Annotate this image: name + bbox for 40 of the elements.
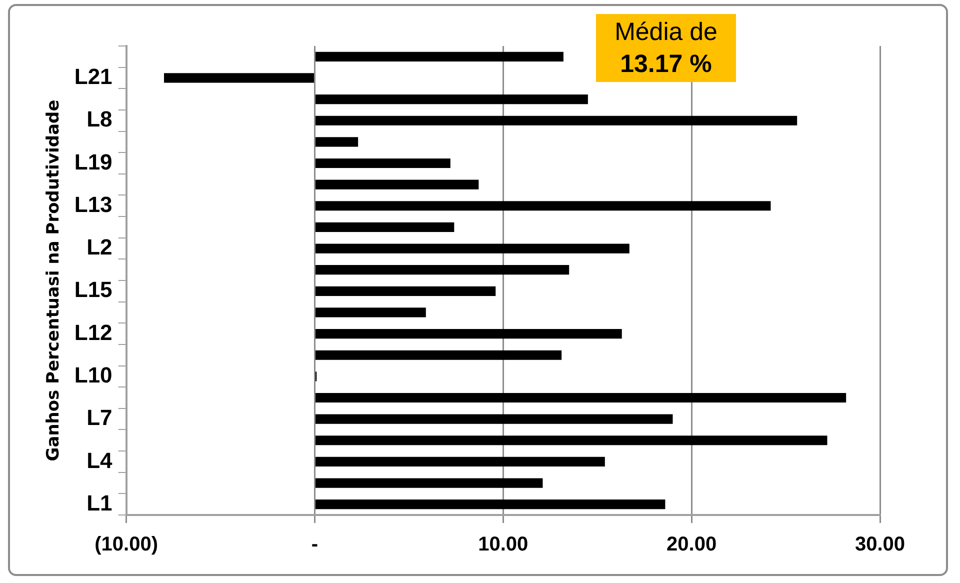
y-tick-label: L4	[86, 448, 114, 473]
bar	[315, 222, 454, 232]
bar	[315, 456, 605, 466]
y-tick-label: L15	[74, 277, 112, 302]
bar	[315, 158, 450, 168]
bar	[315, 308, 426, 318]
bar	[315, 116, 798, 126]
bar	[315, 180, 479, 190]
x-tick-label: 20.00	[666, 534, 717, 556]
y-tick-label: L7	[86, 405, 112, 430]
bar	[315, 265, 570, 275]
bar	[315, 329, 622, 339]
y-tick-label: L8	[86, 106, 112, 132]
x-tick-label: -	[311, 534, 318, 556]
bar	[315, 286, 496, 296]
bar	[315, 94, 588, 104]
x-tick-label: 30.00	[854, 534, 906, 556]
y-tick-label: L13	[74, 192, 112, 217]
bar	[315, 244, 630, 254]
y-tick-label: L19	[74, 149, 112, 174]
x-tick-label: (10.00)	[94, 534, 158, 556]
bar	[315, 478, 543, 488]
y-axis-title: Ganhos Percentuasi na Produtividade	[44, 100, 64, 462]
y-tick-label: L21	[74, 64, 112, 90]
y-tick-label: L12	[74, 320, 112, 345]
y-tick-label: L10	[74, 362, 112, 388]
bar	[315, 201, 771, 211]
bar	[315, 137, 358, 147]
bar	[315, 350, 562, 360]
annotation: 13.17 %	[619, 49, 713, 80]
bar	[315, 52, 564, 62]
x-tick-label: 10.00	[478, 534, 528, 556]
bar	[315, 500, 666, 510]
y-tick-label: L1	[86, 490, 112, 516]
annotation: Média de	[614, 17, 718, 48]
y-tick-label: L2	[86, 234, 112, 260]
bar	[315, 436, 828, 446]
bar	[315, 414, 673, 424]
bar	[164, 73, 314, 83]
bar	[315, 392, 846, 403]
